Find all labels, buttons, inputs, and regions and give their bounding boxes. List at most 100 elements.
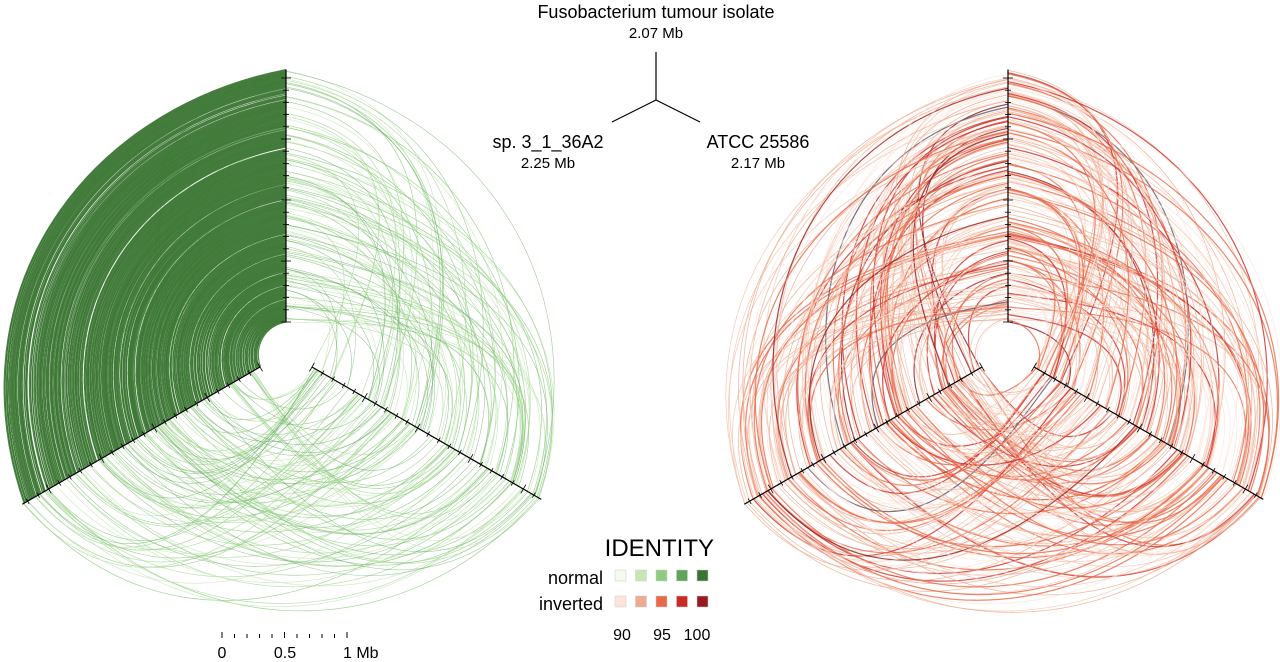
synteny-link xyxy=(285,188,486,460)
axis-tick xyxy=(500,474,505,480)
synteny-link xyxy=(223,287,287,386)
synteny-link xyxy=(139,204,287,431)
synteny-link xyxy=(6,71,287,502)
axis-tick xyxy=(1189,453,1196,464)
synteny-link xyxy=(17,82,287,496)
synteny-link xyxy=(285,246,356,388)
synteny-link xyxy=(1007,116,1192,448)
synteny-link xyxy=(27,445,450,584)
synteny-link xyxy=(932,366,1035,414)
synteny-link xyxy=(942,278,1009,387)
synteny-link xyxy=(205,269,287,396)
synteny-link xyxy=(132,197,287,435)
synteny-link xyxy=(807,263,1009,463)
legend-swatch-normal-0 xyxy=(614,569,627,582)
synteny-link xyxy=(850,172,1009,436)
synteny-link xyxy=(760,234,1009,488)
synteny-link xyxy=(905,410,1237,546)
synteny-link xyxy=(251,371,415,456)
synteny-link xyxy=(821,458,1205,555)
synteny-link xyxy=(181,246,287,408)
synteny-link xyxy=(1007,204,1168,439)
axis-tick xyxy=(373,400,378,407)
axis-tick xyxy=(1031,362,1037,372)
synteny-link xyxy=(164,407,383,469)
axis-tick xyxy=(853,437,858,443)
synteny-link xyxy=(31,96,287,489)
synteny-link xyxy=(191,255,287,403)
synteny-link xyxy=(44,109,287,482)
synteny-link xyxy=(1007,194,1128,415)
synteny-link xyxy=(882,94,1009,406)
synteny-link xyxy=(222,286,287,387)
synteny-link xyxy=(219,284,287,388)
synteny-link xyxy=(965,374,1048,396)
synteny-link xyxy=(1007,279,1047,370)
synteny-link xyxy=(285,289,352,388)
synteny-link xyxy=(28,93,287,490)
synteny-link xyxy=(871,219,1009,426)
synteny-link xyxy=(163,227,287,418)
synteny-link xyxy=(54,118,287,477)
synteny-link xyxy=(248,311,287,372)
synteny-link xyxy=(48,113,287,480)
synteny-link xyxy=(959,297,1009,378)
synteny-link xyxy=(851,442,1260,577)
synteny-link xyxy=(99,164,287,452)
synteny-link xyxy=(244,308,287,374)
synteny-link xyxy=(931,224,1009,390)
synteny-link xyxy=(749,100,1009,491)
synteny-link xyxy=(47,489,539,612)
synteny-link xyxy=(1007,318,1190,453)
synteny-link xyxy=(233,297,287,380)
synteny-link xyxy=(145,210,287,428)
tree-branch-left xyxy=(611,99,657,123)
synteny-link xyxy=(125,190,287,438)
axis-tick xyxy=(895,413,900,419)
synteny-link xyxy=(285,234,433,432)
synteny-link xyxy=(285,177,399,409)
synteny-link xyxy=(1007,103,1151,421)
synteny-link xyxy=(79,144,287,463)
synteny-link xyxy=(21,87,287,494)
synteny-link xyxy=(754,130,1009,489)
synteny-link xyxy=(36,101,287,486)
synteny-link xyxy=(98,163,287,453)
axis-tick xyxy=(1169,443,1174,450)
synteny-link xyxy=(113,177,287,445)
synteny-link xyxy=(103,167,287,451)
axis-tick xyxy=(979,362,985,372)
synteny-link xyxy=(56,121,287,476)
synteny-link xyxy=(285,75,484,454)
synteny-link xyxy=(186,251,287,406)
axis-tick xyxy=(1095,400,1100,407)
synteny-link xyxy=(912,133,1009,387)
synteny-link xyxy=(771,471,1216,588)
synteny-link xyxy=(99,398,367,509)
synteny-link xyxy=(5,71,287,503)
synteny-link xyxy=(55,120,287,476)
axis-tick xyxy=(394,413,399,419)
axis-tick xyxy=(361,392,368,403)
genome-left-size: 2.25 Mb xyxy=(521,155,575,172)
axis-tick xyxy=(479,461,483,468)
synteny-link xyxy=(754,423,1133,569)
synteny-link xyxy=(887,190,1009,415)
synteny-link xyxy=(200,392,358,436)
synteny-link xyxy=(143,207,287,429)
synteny-link xyxy=(92,158,287,456)
synteny-link xyxy=(285,127,520,478)
synteny-link xyxy=(285,79,467,444)
synteny-link xyxy=(153,218,287,423)
synteny-link xyxy=(45,487,523,604)
synteny-link xyxy=(240,305,287,377)
synteny-link xyxy=(158,425,490,535)
synteny-link xyxy=(890,419,1244,555)
synteny-link xyxy=(185,249,287,406)
synteny-link xyxy=(203,267,287,397)
axis-tick xyxy=(510,480,515,486)
synteny-link xyxy=(47,112,287,480)
synteny-link xyxy=(890,401,1095,463)
synteny-link xyxy=(772,457,1191,576)
axis-tick xyxy=(331,376,335,382)
